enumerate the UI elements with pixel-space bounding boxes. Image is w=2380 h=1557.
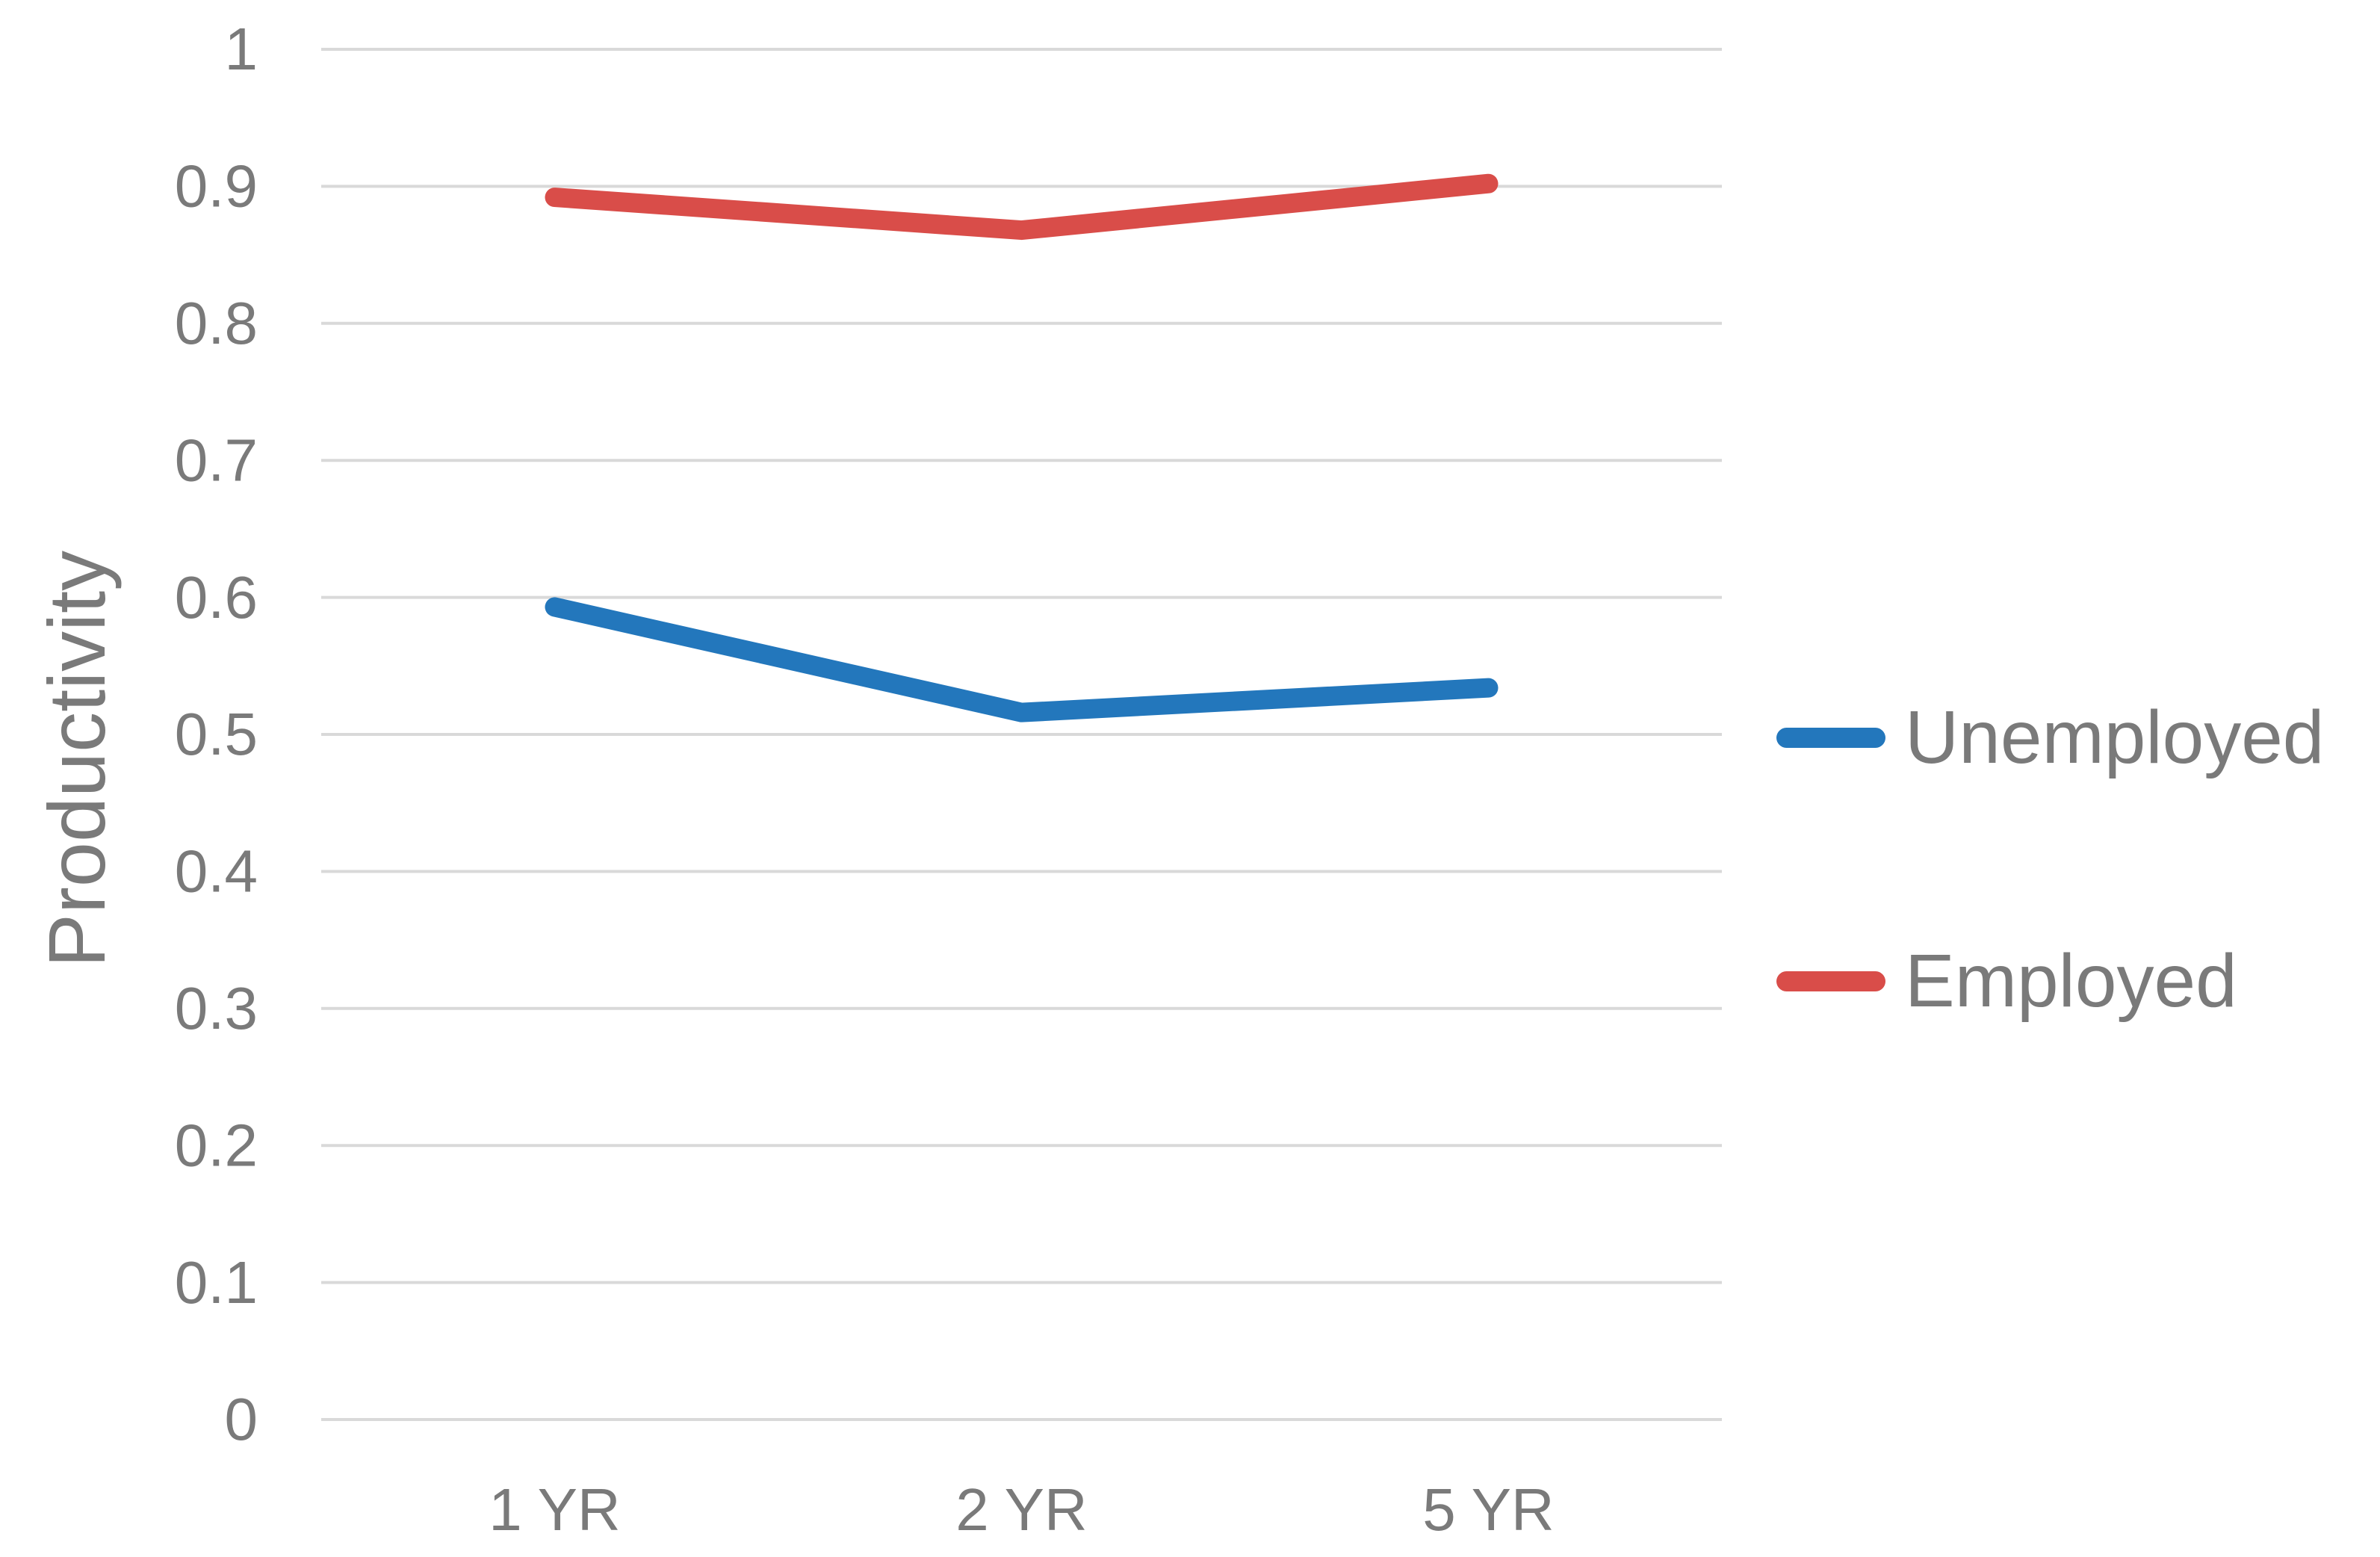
x-axis-category-labels-group: 1 YR 2 YR 5 YR (489, 1476, 1554, 1543)
y-axis-tick-label: 0.3 (175, 975, 258, 1041)
y-axis-tick-label: 0.5 (175, 701, 258, 767)
series-line-employed (545, 173, 1499, 241)
y-axis-tick-labels-group: 0 0.1 0.2 0.3 0.4 0.5 0.6 0.7 0.8 0.9 1 (175, 16, 258, 1452)
y-axis-tick-label: 0.6 (175, 564, 258, 631)
y-axis-tick-label: 0.7 (175, 427, 258, 493)
y-axis-title: Productivity (31, 551, 122, 968)
y-axis-tick-label: 0.9 (175, 153, 258, 220)
x-axis-category-label: 2 YR (955, 1476, 1087, 1543)
x-axis-category-label: 5 YR (1422, 1476, 1554, 1543)
series-line-unemployed (545, 597, 1499, 722)
y-axis-tick-label: 1 (225, 16, 258, 82)
y-axis-tick-label: 0 (225, 1386, 258, 1452)
y-axis-tick-label: 0.8 (175, 290, 258, 356)
y-axis-tick-label: 0.2 (175, 1112, 258, 1178)
gridlines-group (321, 48, 1722, 1421)
x-axis-category-label: 1 YR (489, 1476, 620, 1543)
y-axis-tick-label: 0.1 (175, 1249, 258, 1316)
series-lines-group (545, 173, 1499, 722)
y-axis-tick-label: 0.4 (175, 838, 258, 905)
